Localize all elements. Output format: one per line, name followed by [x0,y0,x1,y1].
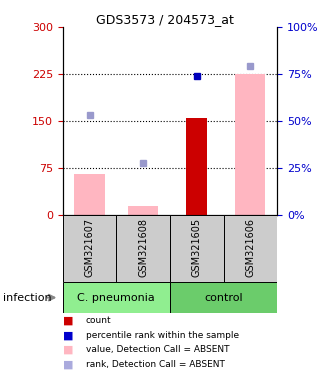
Bar [170,282,277,313]
Text: count: count [86,316,112,325]
Text: C. pneumonia: C. pneumonia [78,293,155,303]
Text: GSM321606: GSM321606 [246,218,255,277]
Text: GDS3573 / 204573_at: GDS3573 / 204573_at [96,13,234,26]
Text: percentile rank within the sample: percentile rank within the sample [86,331,239,340]
Bar [235,74,265,215]
Text: rank, Detection Call = ABSENT: rank, Detection Call = ABSENT [86,360,225,369]
Bar [116,215,170,282]
Bar [223,215,277,282]
Bar [186,118,208,215]
Text: ■: ■ [63,359,73,369]
Bar [63,215,116,282]
Text: GSM321607: GSM321607 [84,218,94,277]
Bar [63,282,170,313]
Text: GSM321605: GSM321605 [192,218,202,277]
Text: ■: ■ [63,345,73,355]
Text: control: control [204,293,243,303]
Bar [75,174,105,215]
Text: GSM321608: GSM321608 [138,218,148,277]
Text: ■: ■ [63,330,73,340]
Bar [128,206,158,215]
Text: infection: infection [3,293,52,303]
Text: ■: ■ [63,316,73,326]
Bar [170,215,223,282]
Text: value, Detection Call = ABSENT: value, Detection Call = ABSENT [86,345,229,354]
